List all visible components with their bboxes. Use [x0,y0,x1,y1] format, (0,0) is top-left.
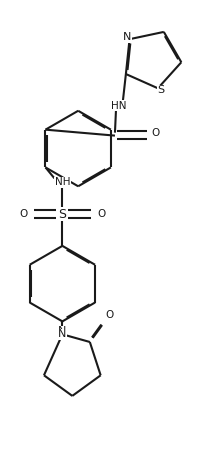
Text: HN: HN [111,101,127,111]
Text: O: O [105,311,113,321]
Text: O: O [97,209,105,219]
Text: N: N [58,326,66,336]
Text: S: S [58,207,66,221]
Text: N: N [58,329,66,339]
Text: O: O [19,209,28,219]
Text: O: O [151,128,160,138]
Text: NH: NH [55,177,70,187]
Text: N: N [123,32,132,42]
Text: S: S [157,85,164,95]
